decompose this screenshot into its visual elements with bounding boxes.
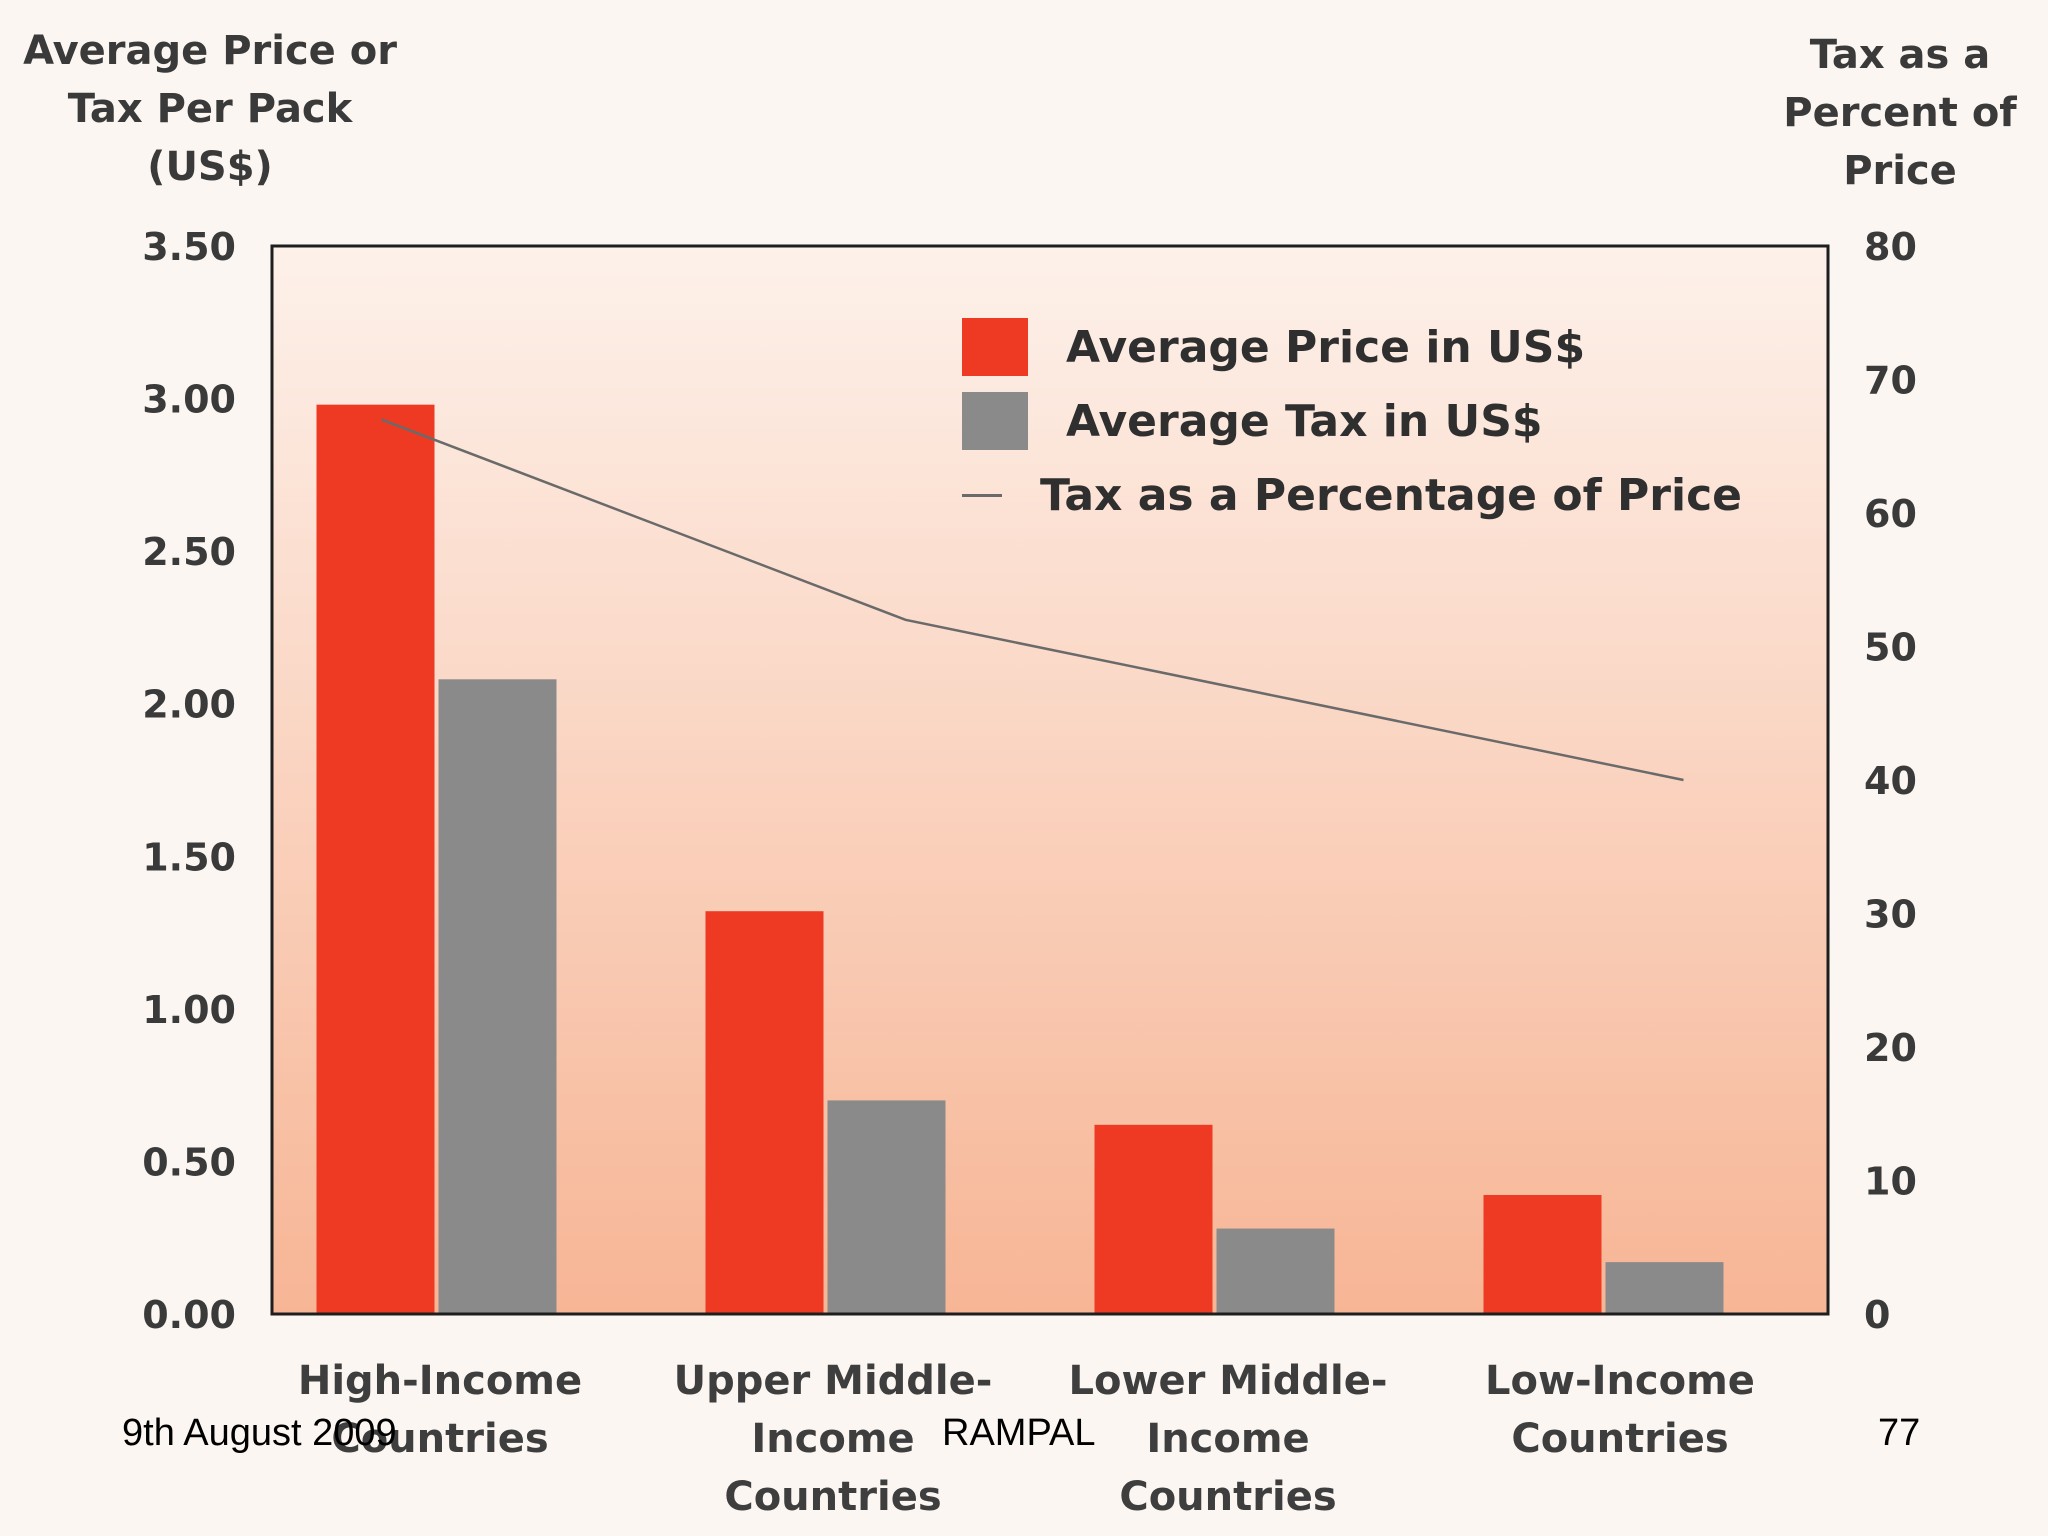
right-tick-label-3: 50: [1864, 626, 1917, 670]
right-tick-label-8: 0: [1864, 1293, 1890, 1337]
footer-author: RAMPAL: [942, 1412, 1096, 1454]
legend-item-tax: Average Tax in US$: [962, 384, 1742, 458]
legend-swatch-price: [962, 318, 1028, 376]
footer-date: 9th August 2009: [122, 1412, 397, 1454]
right-tick-label-7: 10: [1864, 1160, 1917, 1204]
legend: Average Price in US$ Average Tax in US$ …: [962, 310, 1742, 532]
left-tick-label-7: 0.00: [142, 1293, 236, 1337]
plot-frame: [270, 244, 1830, 1316]
left-tick-label-0: 3.50: [142, 225, 236, 269]
left-tick-label-5: 1.00: [142, 988, 236, 1032]
legend-label-tax: Average Tax in US$: [1066, 395, 1543, 447]
left-tick-label-4: 1.50: [142, 835, 236, 879]
left-tick-label-2: 2.50: [142, 530, 236, 574]
bar-price-1: [705, 911, 824, 1314]
left-tick-label-1: 3.00: [142, 378, 236, 422]
bar-price-0: [316, 404, 435, 1314]
legend-swatch-tax: [962, 392, 1028, 450]
legend-item-price: Average Price in US$: [962, 310, 1742, 384]
legend-item-tax-percent: Tax as a Percentage of Price: [962, 458, 1742, 532]
legend-label-price: Average Price in US$: [1066, 321, 1586, 373]
category-label-low-income: Low-Income Countries: [1485, 1358, 1755, 1462]
bar-tax-2: [1216, 1228, 1335, 1314]
left-tick-label-6: 0.50: [142, 1140, 236, 1184]
right-tick-label-6: 20: [1864, 1026, 1917, 1070]
category-label-upper-middle-income: Upper Middle- Income Countries: [673, 1358, 993, 1520]
right-tick-label-0: 80: [1864, 225, 1917, 269]
legend-label-tax-percent: Tax as a Percentage of Price: [1039, 469, 1742, 521]
right-tick-label-2: 60: [1864, 492, 1917, 536]
right-axis-title: Tax as a Percent of Price: [1783, 32, 2017, 194]
bar-price-3: [1483, 1194, 1602, 1314]
bar-tax-3: [1605, 1262, 1724, 1314]
right-tick-label-1: 70: [1864, 359, 1917, 403]
right-tick-label-5: 30: [1864, 893, 1917, 937]
right-tick-label-4: 40: [1864, 759, 1917, 803]
left-axis-title: Average Price or Tax Per Pack (US$): [23, 28, 397, 190]
legend-line-tax-percent: [962, 493, 1002, 497]
bar-tax-1: [827, 1100, 946, 1314]
category-label-lower-middle-income: Lower Middle- Income Countries: [1068, 1358, 1388, 1520]
left-tick-label-3: 2.00: [142, 683, 236, 727]
category-label-high-income: High-Income Countries: [297, 1358, 583, 1462]
line-tax-percent: [381, 418, 1684, 782]
footer-page-number: 77: [1878, 1412, 1921, 1454]
bar-tax-0: [438, 679, 557, 1314]
bar-price-2: [1094, 1124, 1213, 1314]
